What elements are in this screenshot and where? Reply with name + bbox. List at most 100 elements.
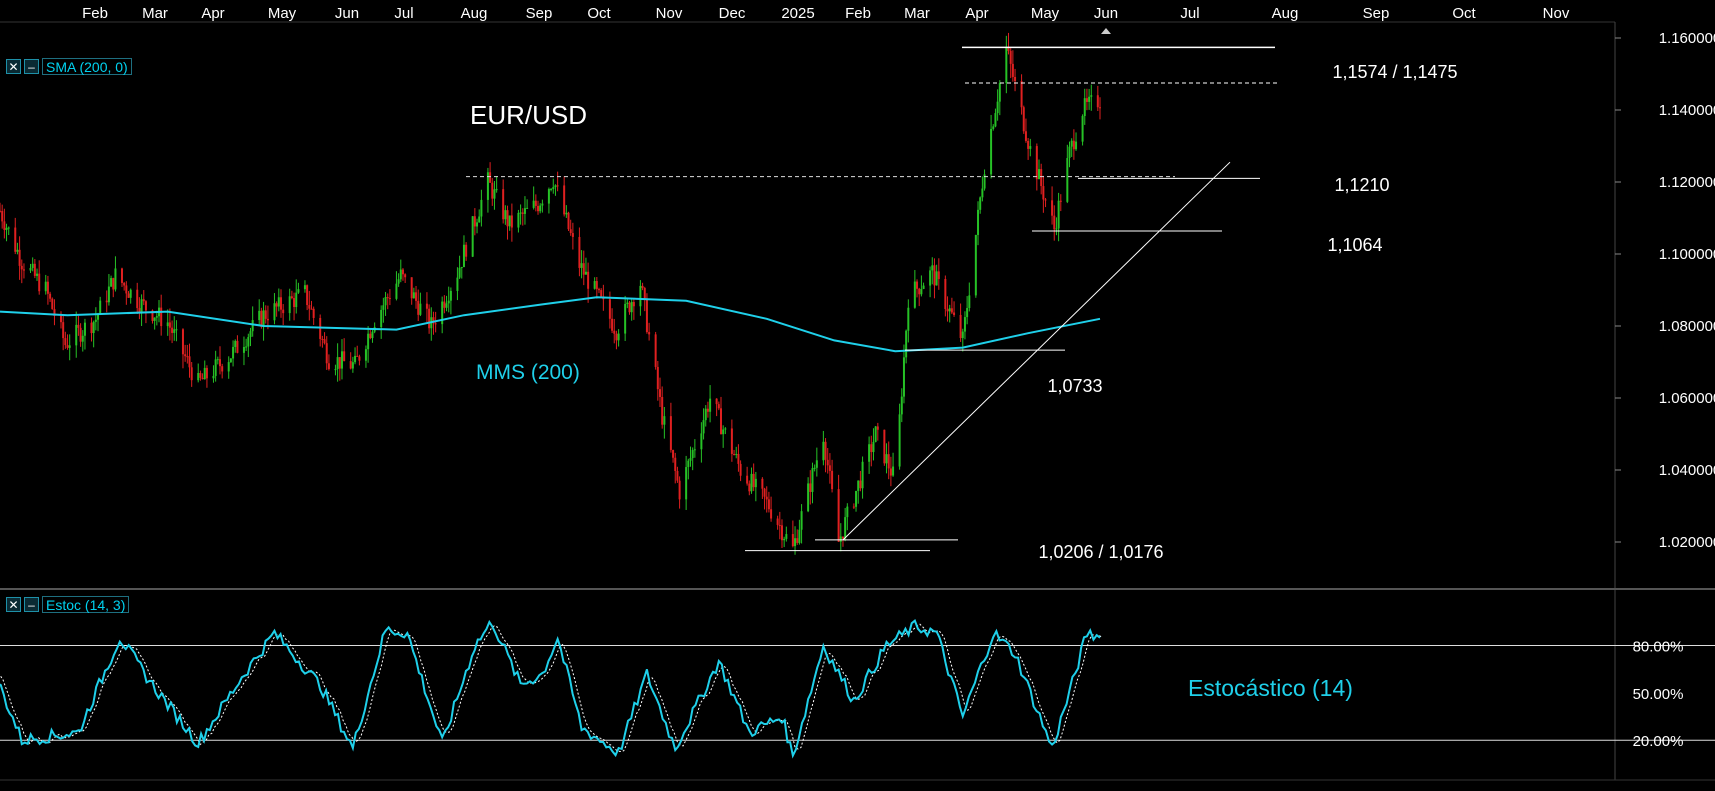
candle-body: [676, 470, 679, 481]
candle-body: [754, 478, 757, 488]
candle-body: [1088, 96, 1091, 102]
candle-body: [367, 333, 370, 350]
candle-body: [534, 200, 537, 206]
candle-body: [569, 229, 572, 234]
candle-body: [780, 525, 783, 541]
candle-body: [961, 331, 964, 339]
candle-body: [907, 307, 910, 331]
candle-body: [608, 299, 611, 319]
candle-body: [242, 347, 245, 353]
candle-body: [996, 101, 999, 114]
candle-body: [14, 227, 17, 252]
candle-body: [654, 334, 657, 367]
candle-body: [857, 480, 860, 491]
candle-body: [983, 174, 986, 189]
candle-body: [1042, 186, 1045, 200]
level-label: 1,0206 / 1,0176: [1038, 542, 1163, 562]
candle-body: [580, 263, 583, 268]
candle-body: [97, 314, 100, 320]
candle-body: [800, 511, 803, 530]
candle-body: [114, 268, 117, 290]
candle-body: [1, 211, 4, 222]
candle-body: [129, 289, 132, 298]
candle-body: [44, 281, 47, 292]
stoch-k-line: [0, 619, 1101, 759]
candle-body: [1081, 116, 1084, 142]
stochastic-title: Estocástico (14): [1188, 675, 1353, 701]
candle-body: [889, 468, 892, 476]
candle-body: [120, 268, 123, 283]
candle-body: [264, 310, 267, 319]
x-tick-label: Mar: [142, 5, 168, 22]
candle-body: [478, 216, 481, 223]
candle-body: [632, 302, 635, 307]
candle-body: [815, 460, 818, 468]
candle-body: [685, 467, 688, 500]
y-tick-label: 1.060000: [1659, 390, 1715, 407]
candle-body: [428, 308, 431, 329]
candle-body: [199, 373, 202, 378]
candle-body: [92, 321, 95, 334]
candles: [0, 32, 1101, 555]
candle-body: [1099, 107, 1101, 109]
candle-body: [18, 249, 21, 266]
candle-body: [539, 205, 542, 212]
candle-body: [861, 461, 864, 489]
candle-body: [3, 221, 6, 230]
candle-body: [205, 367, 208, 379]
candle-body: [321, 338, 324, 340]
candle-body: [434, 323, 437, 325]
candle-body: [992, 126, 995, 129]
candle-body: [717, 404, 720, 409]
candle-body: [763, 488, 766, 497]
candle-body: [870, 444, 873, 453]
candle-body: [846, 506, 849, 518]
chart-title: EUR/USD: [470, 100, 587, 130]
candle-body: [663, 416, 666, 425]
candle-body: [628, 302, 631, 313]
close-icon[interactable]: ✕: [6, 59, 21, 74]
candle-body: [883, 429, 886, 464]
candle-body: [214, 359, 217, 376]
x-tick-label: Aug: [461, 5, 488, 22]
candle-body: [171, 327, 174, 333]
candle-body: [1029, 146, 1032, 149]
candle-body: [807, 483, 810, 512]
candle-body: [550, 188, 553, 190]
candle-body: [508, 215, 511, 227]
candle-body: [809, 483, 812, 492]
minimize-icon[interactable]: –: [24, 597, 39, 612]
close-icon[interactable]: ✕: [6, 597, 21, 612]
candle-body: [1096, 95, 1099, 108]
candle-body: [526, 207, 529, 209]
candle-body: [813, 467, 816, 469]
candle-body: [369, 333, 372, 339]
candle-body: [826, 459, 829, 466]
candle-body: [504, 210, 507, 220]
candle-body: [110, 278, 113, 287]
candle-body: [66, 345, 69, 348]
x-tick-label: Dec: [719, 5, 746, 22]
candle-body: [53, 309, 56, 316]
candle-body: [140, 299, 143, 313]
candle-body: [506, 210, 509, 227]
minimize-icon[interactable]: –: [24, 59, 39, 74]
level-label: 1,1064: [1327, 235, 1382, 255]
candle-body: [1075, 141, 1078, 150]
stochastic-panel-label: Estoc (14, 3): [42, 596, 130, 613]
candle-body: [898, 414, 901, 467]
candle-body: [105, 300, 108, 303]
candle-body: [874, 426, 877, 442]
candle-body: [648, 332, 651, 335]
candle-body: [155, 316, 158, 318]
candle-body: [1020, 81, 1023, 108]
candle-body: [1009, 50, 1012, 64]
candle-body: [441, 301, 444, 325]
candle-body: [476, 222, 479, 227]
candle-body: [831, 470, 834, 490]
candle-body: [354, 355, 357, 363]
sma-series-label: MMS (200): [476, 361, 580, 384]
candle-body: [343, 351, 346, 362]
candle-body: [68, 345, 71, 348]
candle-body: [929, 270, 932, 286]
